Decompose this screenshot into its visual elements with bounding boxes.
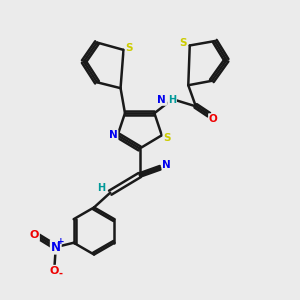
Text: N: N [162,160,171,170]
Text: H: H [97,183,105,193]
Text: N: N [158,95,166,105]
Text: -: - [58,269,62,279]
Text: H: H [168,95,176,105]
Text: S: S [126,44,133,53]
Text: O: O [50,266,59,276]
Text: N: N [109,130,118,140]
Text: S: S [163,133,171,142]
Text: S: S [179,38,187,48]
Text: N: N [51,241,61,254]
Text: O: O [209,114,218,124]
Text: +: + [57,237,65,246]
Text: O: O [30,230,39,240]
